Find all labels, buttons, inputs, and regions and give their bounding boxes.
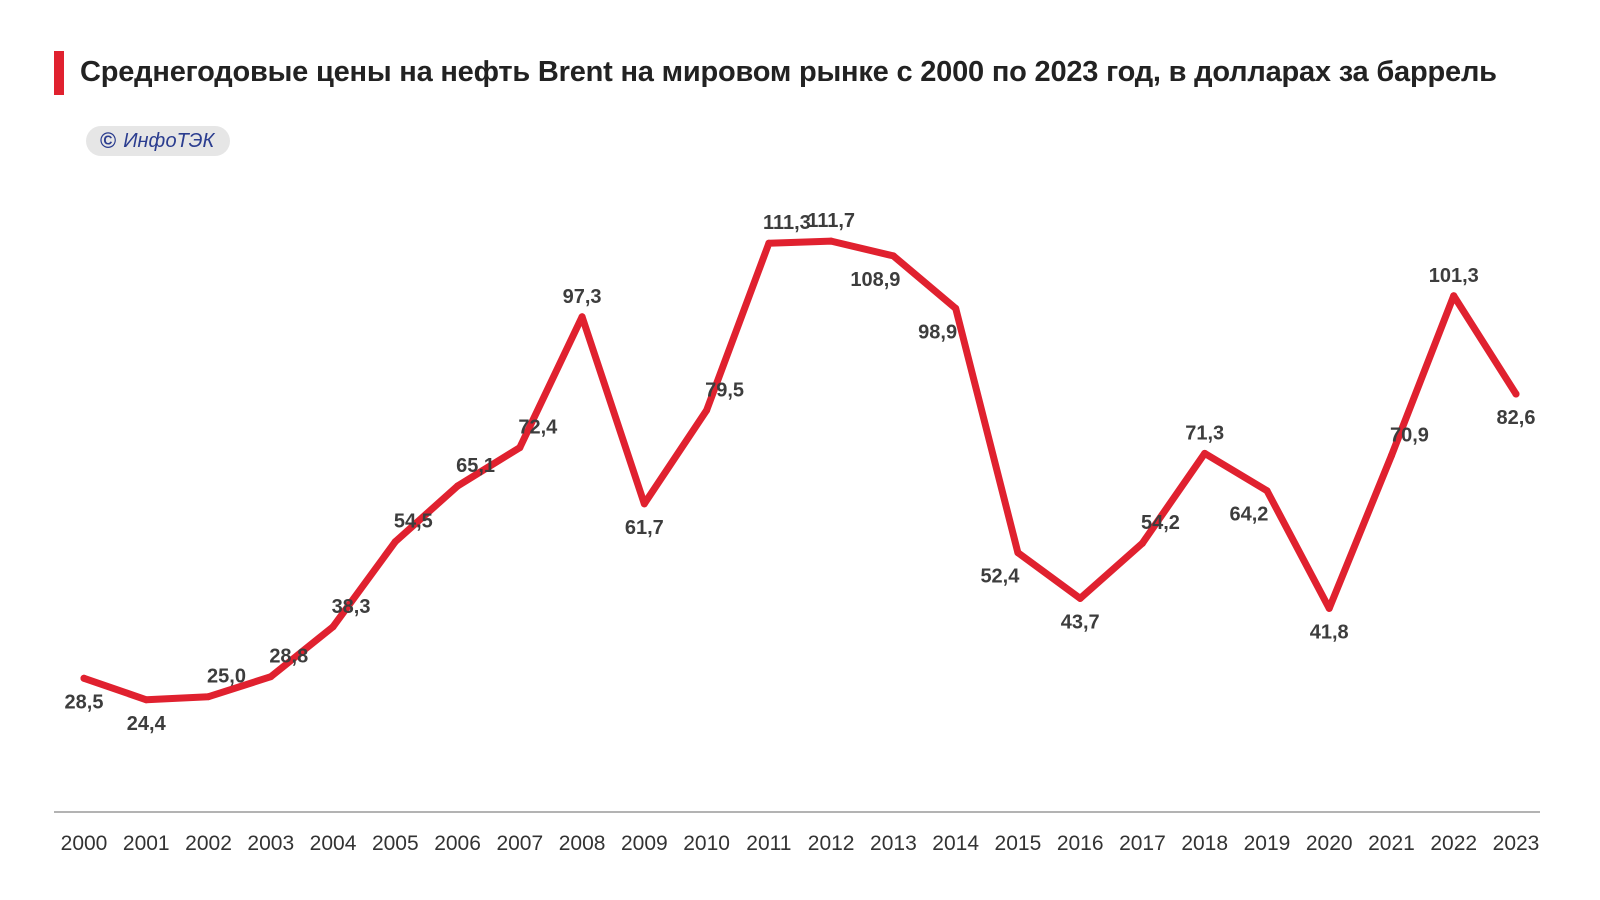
data-point [205,693,213,701]
x-tick-label: 2000 [61,832,108,855]
x-tick-label: 2009 [621,832,668,855]
x-tick-label: 2010 [683,832,730,855]
x-tick-label: 2018 [1181,832,1228,855]
x-tick-label: 2021 [1368,832,1415,855]
data-point [516,444,524,452]
data-point [267,673,275,681]
x-tick-label: 2001 [123,832,170,855]
x-tick-label: 2020 [1306,832,1353,855]
data-point [703,406,711,414]
x-tick-label: 2023 [1493,832,1540,855]
x-tick-label: 2012 [808,832,855,855]
data-label: 54,5 [394,511,433,533]
data-point [578,313,586,321]
data-point [454,482,462,490]
source-badge-text: ИнфоТЭК [123,129,215,152]
data-label: 38,3 [332,596,371,618]
source-badge: © ИнфоТЭК [86,126,231,156]
data-label: 43,7 [1061,611,1100,633]
data-point [765,239,773,247]
data-point [889,252,897,260]
title-accent-bar [54,51,64,95]
copyright-icon: © [100,128,117,153]
data-point [80,674,88,682]
data-point [1450,292,1458,300]
chart-title: Среднегодовые цены на нефть Brent на мир… [80,56,1497,88]
x-tick-label: 2011 [746,832,791,855]
data-point [1263,487,1271,495]
data-point [1014,549,1022,557]
x-tick-label: 2015 [995,832,1042,855]
data-point [329,623,337,631]
data-label: 82,6 [1497,407,1536,429]
data-label: 64,2 [1229,504,1268,526]
data-label: 111,3 [763,212,811,234]
x-tick-label: 2007 [496,832,543,855]
data-label: 28,5 [65,691,104,713]
x-tick-label: 2014 [932,832,979,855]
data-label: 111,7 [807,210,855,232]
data-point [1076,594,1084,602]
x-tick-label: 2008 [559,832,606,855]
data-point [952,304,960,312]
data-point [1387,452,1395,460]
x-tick-label: 2006 [434,832,481,855]
data-label: 72,4 [518,417,558,439]
data-label: 52,4 [980,566,1020,588]
data-point [1325,604,1333,612]
x-tick-label: 2019 [1244,832,1291,855]
data-label: 71,3 [1185,422,1224,444]
x-tick-label: 2003 [247,832,294,855]
data-label: 41,8 [1310,621,1349,643]
data-point [1201,449,1209,457]
data-label: 70,9 [1390,425,1429,447]
data-point [1512,390,1520,398]
data-point [827,237,835,245]
x-tick-label: 2017 [1119,832,1166,855]
data-label: 101,3 [1429,265,1479,287]
x-tick-label: 2005 [372,832,419,855]
x-tick-label: 2022 [1430,832,1477,855]
data-label: 61,7 [625,517,664,539]
data-label: 97,3 [563,286,602,308]
x-tick-label: 2013 [870,832,917,855]
data-series-line [80,237,1520,704]
x-tick-label: 2004 [310,832,357,855]
data-label: 98,9 [918,321,957,343]
data-label: 28,8 [269,646,308,668]
data-point [142,696,150,704]
data-point [640,500,648,508]
data-label: 65,1 [456,455,495,477]
data-point [391,538,399,546]
data-label: 54,2 [1141,512,1180,534]
x-tick-label: 2002 [185,832,232,855]
data-label: 25,0 [207,666,246,688]
data-label: 79,5 [705,379,744,401]
x-tick-label: 2016 [1057,832,1104,855]
data-label: 24,4 [127,713,167,735]
data-point [1138,539,1146,547]
data-label: 108,9 [850,269,900,291]
